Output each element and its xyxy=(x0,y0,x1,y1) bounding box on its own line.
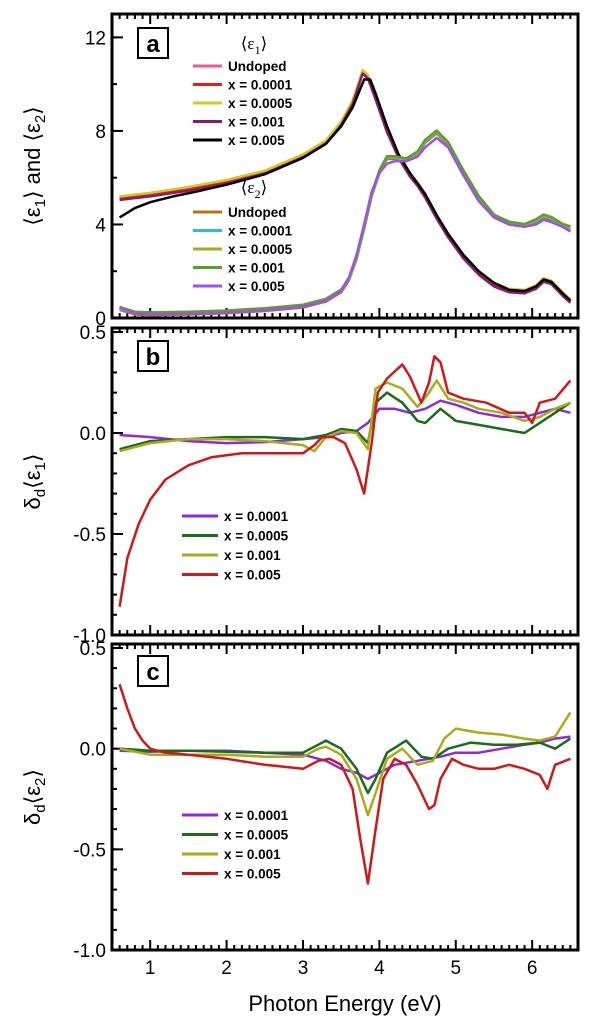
series-line xyxy=(119,68,572,301)
legend-label: x = 0.0001 xyxy=(224,509,289,524)
panel-letter-box xyxy=(137,27,169,59)
series-line xyxy=(119,379,571,453)
y-tick-label: 0 xyxy=(95,309,106,330)
legend-label: x = 0.005 xyxy=(224,867,281,882)
series-line xyxy=(118,355,572,607)
curves xyxy=(118,355,572,607)
plot-frame xyxy=(110,12,580,320)
legend-label: x = 0.0005 xyxy=(224,828,289,843)
legend-label: x = 0.001 xyxy=(224,548,281,563)
series-line xyxy=(119,391,572,451)
legend-label: x = 0.001 xyxy=(228,115,285,130)
series-line xyxy=(119,70,572,302)
x-tick-label: 1 xyxy=(145,958,156,979)
legend-label: Undoped xyxy=(228,205,287,220)
x-axis-title: Photon Energy (eV) xyxy=(248,991,441,1016)
panel-a: 0 4 8 12 ⟨ε1⟩ and ⟨ε2⟩ a ⟨ε1⟩ Undoped x = 0.0001… xyxy=(20,12,580,330)
curves xyxy=(118,683,572,885)
y-tick-label: 0.0 xyxy=(80,740,106,761)
series-line xyxy=(119,129,571,314)
panel-letter: a xyxy=(146,31,160,58)
x-tick-label: 3 xyxy=(298,958,309,979)
legend-label: x = 0.0001 xyxy=(228,78,293,93)
legend-label: x = 0.0001 xyxy=(224,808,289,823)
y-tick-label: 0.0 xyxy=(80,424,106,445)
legend-group-title: ⟨ε1⟩ xyxy=(241,34,267,57)
series-line xyxy=(118,78,572,302)
y-tick-label: -0.5 xyxy=(73,840,106,861)
series-line xyxy=(119,711,572,817)
panel-letter: c xyxy=(146,659,159,686)
y-tick-label: 0.5 xyxy=(80,639,106,660)
legend-label: x = 0.005 xyxy=(224,568,281,583)
series-line xyxy=(118,683,571,885)
series-line xyxy=(119,737,572,795)
curves xyxy=(118,68,572,317)
legend-label: x = 0.0005 xyxy=(228,242,293,257)
panel-letter: b xyxy=(146,344,161,371)
x-tick-label: 2 xyxy=(221,958,232,979)
legend-label: x = 0.0005 xyxy=(228,96,293,111)
y-tick-label: 12 xyxy=(85,28,106,49)
series-line xyxy=(119,136,572,316)
x-tick-label: 5 xyxy=(450,958,461,979)
y-tick-label: 8 xyxy=(95,122,106,143)
plot-frame xyxy=(110,326,580,637)
panel-letter-box xyxy=(137,655,169,687)
y-axis-title: ⟨ε1⟩ and ⟨ε2⟩ xyxy=(20,106,49,226)
legend-label: x = 0.005 xyxy=(228,279,285,294)
x-tick-label: 6 xyxy=(527,958,538,979)
legend-label: x = 0.001 xyxy=(228,261,285,276)
panel-b: 0.5 0.0 -0.5 -1.0 δd⟨ε1⟩ b x = 0.0001 x = 0.000… xyxy=(20,323,580,647)
legend-label: Undoped xyxy=(228,59,287,74)
y-axis-title: δd⟨ε2⟩ xyxy=(20,769,49,825)
panel-c: 0.5 0.0 -0.5 -1.0 1 2 3 4 5 6 δd⟨ε2⟩ c x = 0.0001 x =… xyxy=(20,639,580,979)
legend-label: x = 0.0001 xyxy=(228,224,293,239)
y-tick-label: 0.5 xyxy=(80,323,106,344)
legend-group-title: ⟨ε2⟩ xyxy=(241,178,267,201)
y-axis-title: δd⟨ε1⟩ xyxy=(20,454,49,510)
legend-label: x = 0.005 xyxy=(228,133,285,148)
plot-frame xyxy=(110,642,580,952)
y-tick-label: -1.0 xyxy=(73,941,106,962)
panel-letter-box xyxy=(137,340,169,372)
y-tick-label: -0.5 xyxy=(73,525,106,546)
x-tick-label: 4 xyxy=(374,958,385,979)
y-tick-label: 4 xyxy=(95,215,106,236)
legend-label: x = 0.001 xyxy=(224,847,281,862)
legend-label: x = 0.0005 xyxy=(224,529,289,544)
y-tick-label: -1.0 xyxy=(73,626,106,647)
series-line xyxy=(119,399,571,445)
